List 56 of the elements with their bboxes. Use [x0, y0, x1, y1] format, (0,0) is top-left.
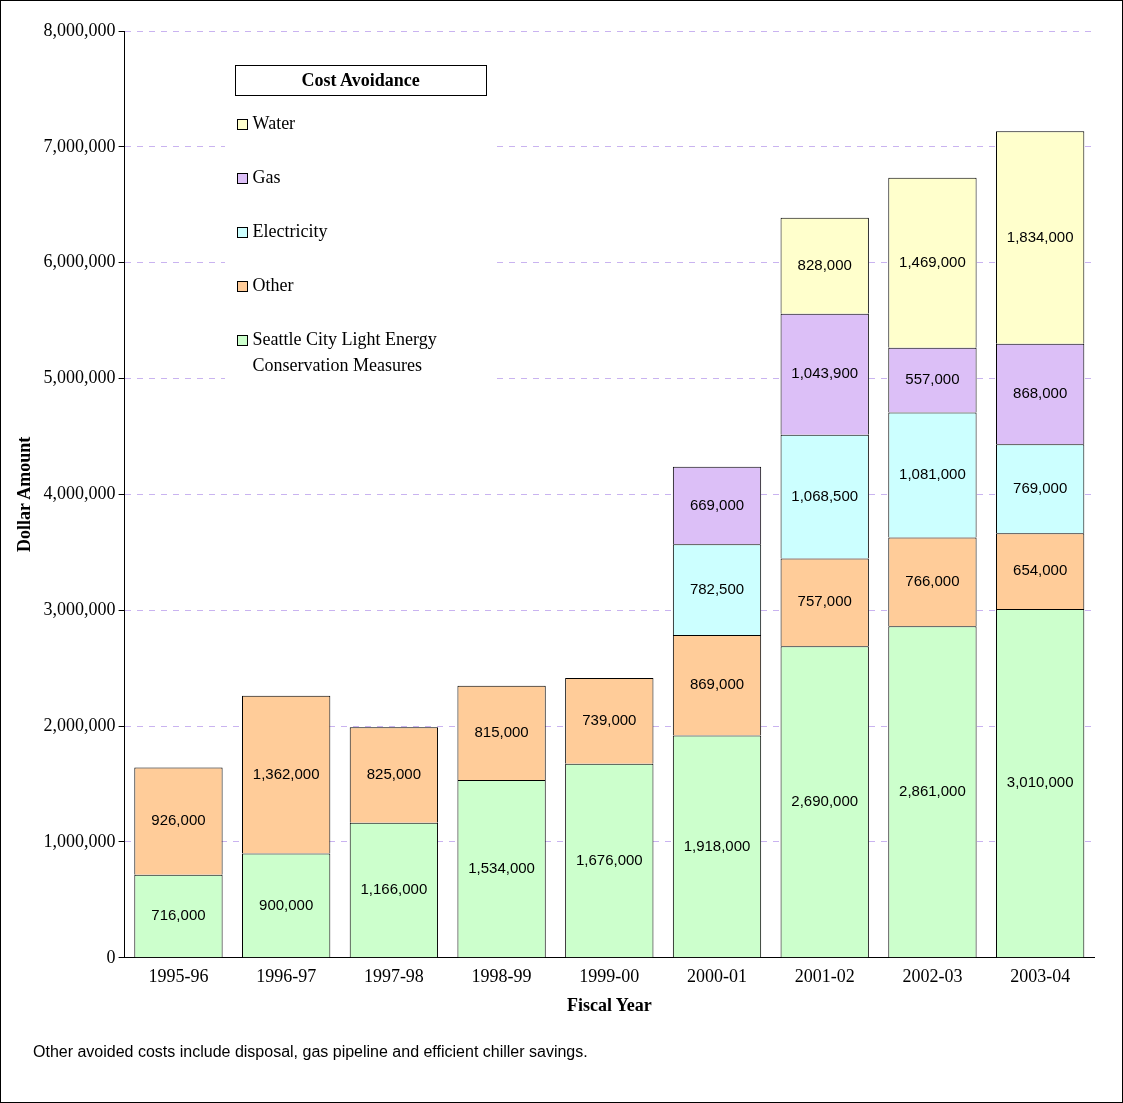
- x-tick-label: 2002-03: [902, 966, 963, 987]
- y-tick-label: 3,000,000: [43, 598, 116, 619]
- data-label: 739,000: [582, 710, 637, 728]
- y-tick-label: 8,000,000: [43, 19, 116, 40]
- y-tick-label: 5,000,000: [43, 367, 116, 388]
- data-label: 654,000: [1013, 561, 1068, 579]
- data-label: 1,918,000: [683, 836, 751, 854]
- data-label: 1,834,000: [1006, 227, 1074, 245]
- data-label: 926,000: [151, 811, 206, 829]
- y-tick-label: 1,000,000: [43, 830, 116, 851]
- data-label: 2,861,000: [899, 781, 966, 799]
- data-label: 3,010,000: [1006, 773, 1074, 791]
- x-tick-label: 1997-98: [363, 966, 424, 987]
- data-label: 769,000: [1013, 478, 1068, 496]
- x-tick-label: 2000-01: [687, 966, 748, 987]
- x-tick-label: 1999-00: [579, 966, 640, 987]
- data-label: 868,000: [1013, 384, 1068, 402]
- data-label: 557,000: [905, 370, 960, 388]
- y-tick-label: 0: [106, 946, 116, 967]
- x-tick-label: 1996-97: [256, 966, 317, 987]
- x-axis-title: Fiscal Year: [566, 994, 652, 1015]
- legend-label: Gas: [252, 166, 281, 189]
- y-tick-label: 4,000,000: [43, 483, 116, 504]
- legend-label: Water: [252, 112, 296, 135]
- legend-label: Electricity: [252, 220, 328, 243]
- data-label: 1,166,000: [360, 880, 428, 898]
- y-tick-label: 2,000,000: [43, 714, 116, 735]
- x-tick-label: 1995-96: [148, 966, 209, 987]
- data-label: 1,043,900: [791, 364, 859, 382]
- x-tick-label: 1998-99: [471, 966, 532, 987]
- data-label: 815,000: [474, 723, 529, 741]
- data-label: 716,000: [151, 906, 206, 924]
- text: Other avoided costs include disposal, gas pipeline and efficient chiller savings.: [33, 1043, 588, 1061]
- data-label: 766,000: [905, 572, 960, 590]
- y-tick-label: 7,000,000: [43, 135, 116, 156]
- x-tick-label: 2001-02: [794, 966, 855, 987]
- data-label: 1,469,000: [899, 252, 966, 270]
- data-label: 1,068,500: [791, 486, 859, 504]
- y-tick-label: 6,000,000: [43, 251, 116, 272]
- data-label: 1,676,000: [575, 850, 643, 868]
- data-label: 1,362,000: [252, 764, 320, 782]
- data-label: 782,500: [689, 579, 745, 597]
- data-label: 757,000: [797, 592, 852, 610]
- legend-title: Cost Avoidance: [234, 65, 487, 96]
- data-label: 1,081,000: [899, 465, 966, 483]
- data-label: 1,534,000: [468, 858, 535, 876]
- data-label: 2,690,000: [791, 791, 859, 809]
- data-label: 828,000: [797, 255, 852, 273]
- legend-label: Other: [252, 274, 294, 297]
- x-tick-label: 2003-04: [1010, 966, 1071, 987]
- data-label: 825,000: [366, 765, 421, 783]
- data-label: 669,000: [689, 495, 745, 513]
- legend-label: Seattle City Light Energy Conservation Measures: [252, 328, 438, 377]
- data-label: 900,000: [259, 895, 314, 913]
- data-label: 869,000: [689, 675, 745, 693]
- y-axis-title: Dollar Amount: [14, 436, 35, 552]
